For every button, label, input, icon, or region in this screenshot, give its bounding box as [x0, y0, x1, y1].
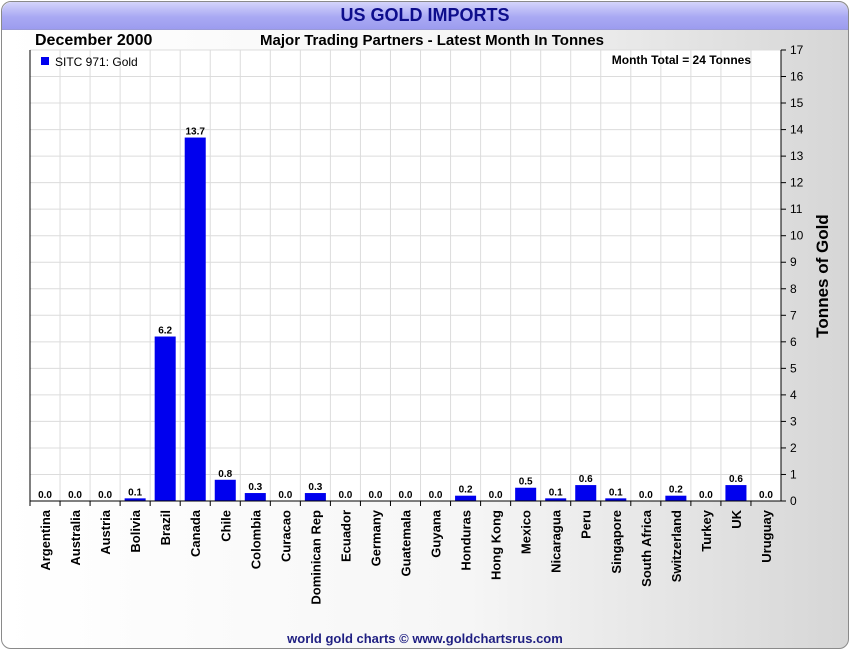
- y-tick-label: 16: [790, 70, 804, 84]
- y-tick-label: 5: [790, 361, 797, 375]
- x-tick-label: Colombia: [248, 509, 263, 569]
- legend-label: SITC 971: Gold: [55, 55, 138, 69]
- bars: [124, 137, 747, 501]
- data-label: 0.3: [308, 482, 322, 493]
- x-tick-label: Singapore: [609, 510, 624, 574]
- x-tick-label: Peru: [579, 510, 594, 539]
- data-label: 13.7: [185, 127, 205, 138]
- title-bar: US GOLD IMPORTS: [2, 2, 848, 30]
- x-tick-label: Hong Kong: [489, 510, 504, 580]
- bar-chile: [214, 479, 236, 501]
- data-label: 0.2: [669, 485, 683, 496]
- data-label: 0.0: [699, 490, 713, 501]
- bar-singapore: [605, 498, 627, 501]
- data-label: 0.1: [609, 487, 623, 498]
- data-labels: 0.0 0.0 0.0 0.1 6.2 13.7 0.8 0.3 0.0 0.3 0.0 0.0 0.0…: [38, 127, 773, 501]
- x-tick-label: Ecuador: [338, 510, 353, 562]
- x-tick-label: Guatemala: [399, 509, 414, 576]
- bar-colombia: [244, 493, 266, 501]
- y-tick-label: 17: [790, 43, 804, 57]
- data-label: 6.2: [158, 326, 172, 337]
- chart-title: US GOLD IMPORTS: [340, 5, 510, 25]
- x-tick-label: Argentina: [38, 509, 53, 570]
- data-label: 0.0: [759, 490, 773, 501]
- data-label: 0.1: [128, 487, 142, 498]
- x-tick-label: Austria: [98, 509, 113, 555]
- x-tick-label: Australia: [68, 509, 83, 565]
- x-tick-label: Dominican Rep: [308, 510, 323, 605]
- y-tick-label: 8: [790, 282, 797, 296]
- data-label: 0.5: [519, 477, 533, 488]
- x-tick-label: Bolivia: [128, 509, 143, 552]
- bar-peru: [575, 485, 597, 501]
- x-tick-label: Nicaragua: [549, 509, 564, 573]
- legend: SITC 971: Gold: [41, 55, 138, 69]
- y-tick-label: 11: [790, 202, 803, 216]
- x-tick-label: Honduras: [459, 510, 474, 571]
- y-tick-label: 10: [790, 229, 804, 243]
- y-tick-label: 13: [790, 149, 804, 163]
- data-label: 0.3: [248, 482, 262, 493]
- footer-credit: world gold charts © www.goldchartsrus.co…: [287, 631, 563, 646]
- data-label: 0.0: [429, 490, 443, 501]
- bar-mexico: [515, 487, 537, 501]
- bar-dominican-rep: [304, 493, 326, 501]
- y-tick-label: 1: [790, 467, 797, 481]
- x-tick-label: Curacao: [278, 510, 293, 562]
- y-tick-label: 12: [790, 176, 804, 190]
- y-tick-label: 2: [790, 441, 797, 455]
- chart-date: December 2000: [35, 32, 153, 49]
- data-label: 0.6: [729, 474, 743, 485]
- y-tick-label: 6: [790, 335, 797, 349]
- y-tick-label: 0: [790, 494, 797, 508]
- data-label: 0.8: [218, 469, 232, 480]
- x-tick-label: Canada: [188, 509, 203, 557]
- y-tick-label: 14: [790, 123, 804, 137]
- data-label: 0.0: [278, 490, 292, 501]
- chart-subtitle: Major Trading Partners - Latest Month In…: [260, 32, 604, 49]
- bar-nicaragua: [545, 498, 567, 501]
- data-label: 0.6: [579, 474, 593, 485]
- x-tick-label: Brazil: [158, 510, 173, 545]
- y-tick-label: 4: [790, 388, 797, 402]
- month-total-annotation: Month Total = 24 Tonnes: [612, 53, 752, 67]
- data-label: 0.0: [38, 490, 52, 501]
- data-label: 0.0: [399, 490, 413, 501]
- x-tick-label: Guyana: [429, 509, 444, 557]
- x-tick-label: Uruguay: [759, 509, 774, 563]
- bar-uk: [725, 485, 747, 501]
- data-label: 0.0: [369, 490, 383, 501]
- x-tick-label: Switzerland: [669, 510, 684, 582]
- x-tick-label: Mexico: [519, 510, 534, 554]
- data-label: 0.0: [489, 490, 503, 501]
- plot-area: [30, 50, 781, 501]
- bar-honduras: [455, 495, 477, 501]
- x-tick-label: Germany: [368, 509, 383, 566]
- bar-canada: [184, 137, 206, 501]
- legend-swatch: [41, 57, 49, 65]
- data-label: 0.0: [98, 490, 112, 501]
- x-tick-label: Turkey: [699, 509, 714, 551]
- data-label: 0.1: [549, 487, 563, 498]
- bar-switzerland: [665, 495, 687, 501]
- x-axis: Argentina Australia Austria Bolivia Brazil Ca…: [29, 501, 774, 605]
- bar-bolivia: [124, 498, 146, 501]
- x-tick-label: UK: [729, 509, 744, 528]
- data-label: 0.2: [459, 485, 473, 496]
- x-tick-label: Chile: [218, 510, 233, 542]
- data-label: 0.0: [338, 490, 352, 501]
- y-tick-label: 15: [790, 96, 804, 110]
- bar-brazil: [154, 336, 176, 501]
- y-tick-label: 7: [790, 308, 797, 322]
- y-tick-label: 9: [790, 255, 797, 269]
- y-axis-label: Tonnes of Gold: [813, 214, 832, 337]
- y-tick-label: 3: [790, 414, 797, 428]
- data-label: 0.0: [639, 490, 653, 501]
- x-tick-label: South Africa: [639, 509, 654, 587]
- data-label: 0.0: [68, 490, 82, 501]
